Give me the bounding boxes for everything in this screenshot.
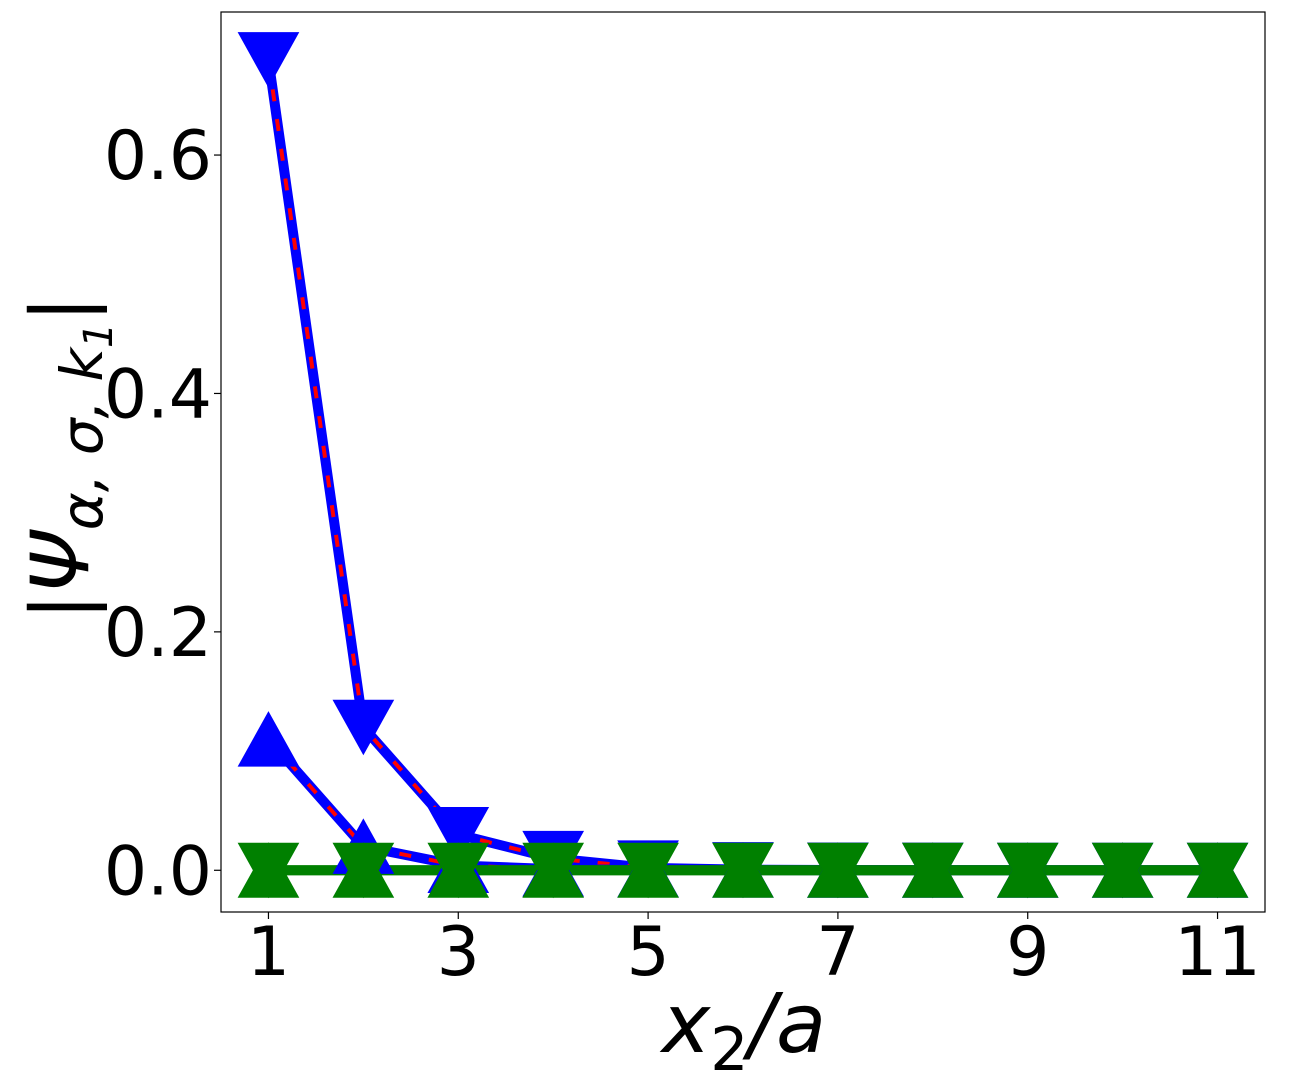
x-axis-label-sub: 2 <box>710 1015 748 1080</box>
y-tick-label: 0.4 <box>104 355 212 434</box>
x-tick-label: 11 <box>1174 913 1261 992</box>
series-1-marker <box>427 807 490 863</box>
plot-frame <box>220 11 1266 913</box>
x-tick-label: 5 <box>626 913 669 992</box>
series-dash-1 <box>266 59 1218 873</box>
series-4-marker <box>522 842 585 899</box>
x-axis-label-rest: /a <box>742 977 826 1072</box>
series-2-marker <box>237 711 300 767</box>
series-line-1 <box>263 58 1218 876</box>
y-axis-label-left: |Ψ <box>14 528 108 620</box>
series-4-marker <box>1091 842 1154 899</box>
series-4-marker <box>901 842 964 899</box>
series-layer <box>237 32 1249 899</box>
series-4-marker <box>807 842 869 899</box>
y-tick-label: 0.0 <box>104 832 212 911</box>
x-axis-label: x2/a <box>659 977 827 1080</box>
series-1-marker <box>237 32 300 88</box>
series-4-marker <box>427 842 490 899</box>
series-4-marker <box>996 842 1059 899</box>
y-axis-label-sub: α, σ, k <box>48 346 116 531</box>
y-axis-label: |Ψα, σ, k1| <box>14 296 122 621</box>
x-tick-label: 7 <box>816 913 859 992</box>
series-4-marker <box>1186 842 1249 899</box>
y-axis-label-right: | <box>14 296 108 323</box>
series-4-marker <box>237 842 300 899</box>
x-axis-label-base: x <box>659 977 712 1072</box>
y-axis-label-subsub: 1 <box>76 323 122 348</box>
ticks-layer: 1 3 5 7 9 11 0.0 0.2 0.4 0.6 <box>104 117 1261 992</box>
x-tick-label: 1 <box>247 913 290 992</box>
y-tick-label: 0.2 <box>104 594 212 673</box>
y-tick-label: 0.6 <box>104 117 212 196</box>
series-4-marker <box>617 842 679 899</box>
x-tick-label: 3 <box>437 913 480 992</box>
series-4-marker <box>712 842 774 899</box>
x-tick-label: 9 <box>1006 913 1049 992</box>
series-4-marker <box>332 842 395 899</box>
series-1-marker <box>332 699 395 756</box>
